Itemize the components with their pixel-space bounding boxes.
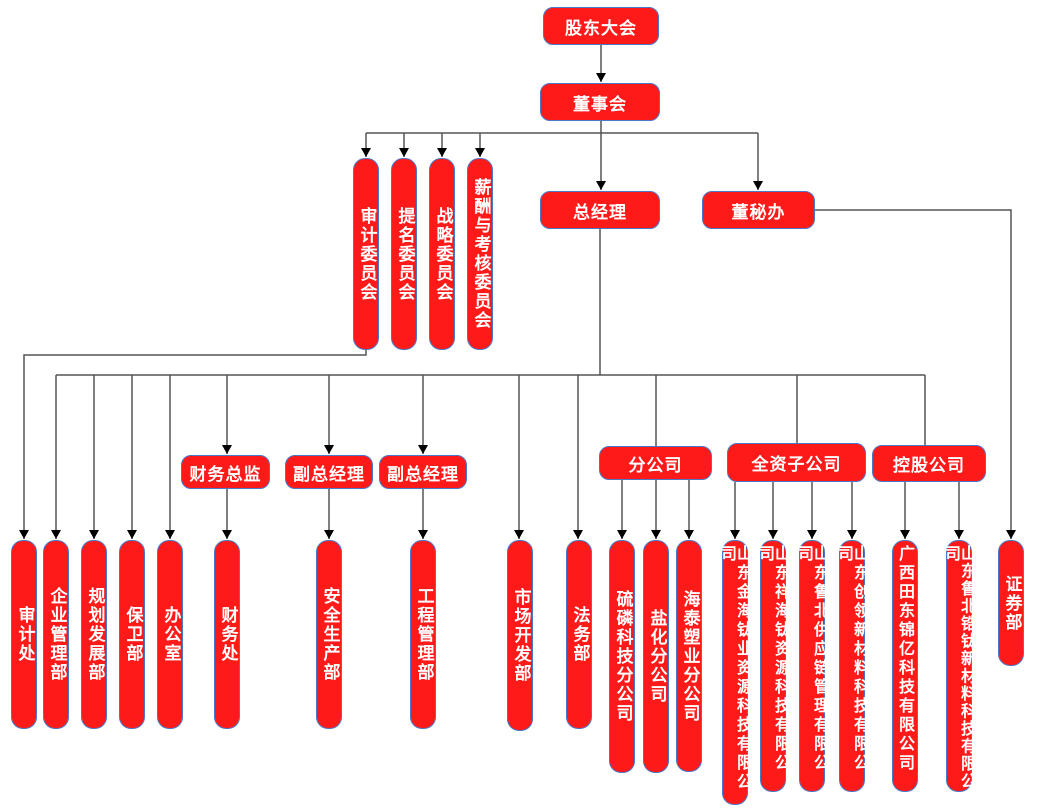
org-node-label: 市场开发部 bbox=[510, 588, 531, 683]
org-node-fawu: 法务部 bbox=[566, 540, 592, 729]
org-node-label: 战略委员会 bbox=[432, 206, 453, 302]
org-node-liulin: 硫磷科技分公司 bbox=[609, 540, 635, 773]
org-node-label: 控股公司 bbox=[893, 456, 965, 476]
org-node-label: 董事会 bbox=[573, 94, 627, 115]
org-node-shichang: 市场开发部 bbox=[507, 540, 533, 731]
org-node-timing-wyh: 提名委员会 bbox=[391, 158, 417, 350]
org-node-haitai: 海泰塑业分公司 bbox=[676, 540, 702, 772]
org-node-label: 山东鲁北供应链管理有限公司 bbox=[795, 545, 830, 773]
org-node-label: 广西田东锦亿科技有限公司 bbox=[896, 545, 915, 773]
org-node-guangxi: 广西田东锦亿科技有限公司 bbox=[892, 540, 918, 792]
org-node-konggu: 控股公司 bbox=[872, 445, 986, 482]
org-node-label: 规划发展部 bbox=[84, 587, 105, 682]
org-node-bangongshi: 办公室 bbox=[157, 540, 183, 729]
org-node-label: 山东鲁北锆钛新材料科技有限公司 bbox=[942, 545, 977, 790]
org-node-label: 山东祥海钛资源科技有限公司 bbox=[756, 545, 791, 773]
org-node-label: 财务总监 bbox=[189, 464, 262, 485]
org-node-shenji-wyh: 审计委员会 bbox=[353, 158, 379, 350]
org-node-label: 安全生产部 bbox=[319, 587, 340, 682]
connector-arrow bbox=[19, 350, 367, 539]
org-node-label: 海泰塑业分公司 bbox=[679, 589, 700, 723]
org-node-label: 法务部 bbox=[569, 606, 590, 663]
org-node-caiwuchu: 财务处 bbox=[214, 540, 240, 729]
org-node-label: 办公室 bbox=[160, 606, 181, 663]
org-node-label: 盐化分公司 bbox=[646, 609, 667, 704]
org-node-label: 股东大会 bbox=[565, 18, 637, 39]
org-node-label: 保卫部 bbox=[122, 606, 143, 663]
org-node-label: 全资子公司 bbox=[751, 455, 842, 475]
org-node-gudong: 股东大会 bbox=[543, 7, 659, 45]
org-node-caiwu-zongjian: 财务总监 bbox=[181, 455, 270, 489]
org-node-yanhua: 盐化分公司 bbox=[643, 540, 669, 773]
org-node-baowei: 保卫部 bbox=[119, 540, 145, 729]
org-node-dongmiban: 董秘办 bbox=[702, 191, 815, 229]
org-node-label: 证券部 bbox=[1001, 574, 1022, 632]
org-node-guihua: 规划发展部 bbox=[81, 540, 107, 729]
org-node-lubei-gt: 山东鲁北锆钛新材料科技有限公司 bbox=[942, 540, 977, 792]
org-node-label: 山东金海钛业资源科技有限公司 bbox=[718, 545, 753, 792]
org-node-anquan: 安全生产部 bbox=[316, 540, 342, 729]
org-node-dongshihui: 董事会 bbox=[540, 83, 660, 121]
org-node-label: 提名委员会 bbox=[394, 206, 415, 302]
org-node-shenjichu: 审计处 bbox=[11, 540, 37, 729]
org-node-xianghai: 山东祥海钛资源科技有限公司 bbox=[756, 540, 791, 792]
org-node-jinhai: 山东金海钛业资源科技有限公司 bbox=[718, 540, 753, 805]
org-node-label: 审计委员会 bbox=[356, 206, 377, 302]
org-node-label: 工程管理部 bbox=[413, 587, 434, 682]
org-node-label: 副总经理 bbox=[293, 464, 365, 485]
org-node-xinchou-wyh: 薪酬与考核委员会 bbox=[467, 158, 493, 350]
org-node-qiye: 企业管理部 bbox=[43, 540, 69, 729]
org-node-label: 企业管理部 bbox=[46, 587, 67, 682]
connector-arrow bbox=[815, 209, 1016, 539]
org-node-label: 分公司 bbox=[628, 455, 683, 476]
org-node-label: 山东创领新材料科技有限公司 bbox=[835, 545, 870, 773]
org-node-label: 审计处 bbox=[14, 606, 35, 663]
org-node-label: 董秘办 bbox=[731, 202, 786, 223]
org-node-zhengquan: 证券部 bbox=[998, 540, 1024, 666]
org-node-label: 副总经理 bbox=[387, 464, 459, 485]
org-node-lubei-gyl: 山东鲁北供应链管理有限公司 bbox=[795, 540, 830, 792]
org-node-fuzong1: 副总经理 bbox=[285, 455, 373, 489]
org-node-label: 硫磷科技分公司 bbox=[612, 590, 633, 723]
org-node-zhanlue-wyh: 战略委员会 bbox=[429, 158, 455, 350]
org-node-label: 总经理 bbox=[573, 202, 627, 223]
org-node-label: 财务处 bbox=[217, 606, 238, 663]
org-node-fuzong2: 副总经理 bbox=[379, 455, 467, 489]
org-node-chuangling: 山东创领新材料科技有限公司 bbox=[835, 540, 870, 792]
org-node-fengongsi: 分公司 bbox=[599, 446, 712, 480]
org-node-zongjingli: 总经理 bbox=[540, 191, 660, 229]
org-node-quanzi: 全资子公司 bbox=[727, 443, 866, 482]
org-node-label: 薪酬与考核委员会 bbox=[470, 178, 491, 330]
org-node-gongcheng: 工程管理部 bbox=[410, 540, 436, 729]
